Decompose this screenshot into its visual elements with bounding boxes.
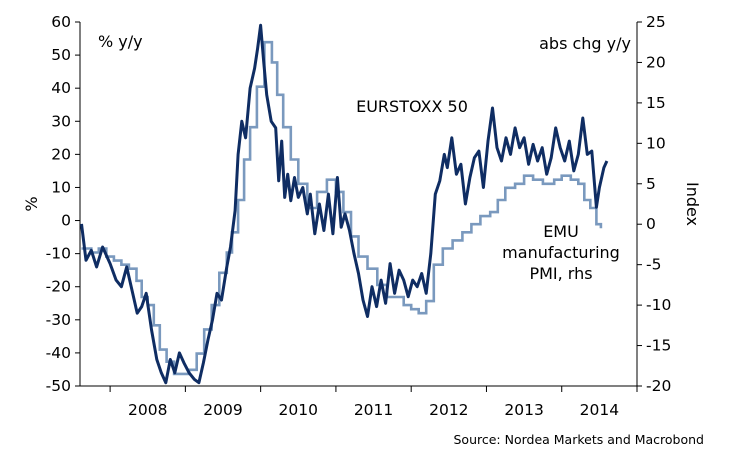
right-tick-label: 5 — [646, 175, 656, 193]
x-tick-label: 2008 — [128, 401, 167, 419]
right-tick-label: -10 — [646, 296, 671, 314]
left-tick-label: 40 — [51, 79, 71, 97]
left-tick-label: 0 — [61, 212, 71, 230]
x-tick-label: 2014 — [580, 401, 619, 419]
series-label-pmi: PMI, rhs — [529, 264, 592, 283]
x-tick-label: 2009 — [203, 401, 242, 419]
right-axis-title: Index — [683, 182, 702, 226]
left-tick-label: -20 — [46, 278, 71, 296]
right-tick-label: 10 — [646, 134, 666, 152]
left-tick-label: -40 — [46, 344, 71, 362]
x-tick-label: 2012 — [429, 401, 468, 419]
left-tick-label: -10 — [46, 245, 71, 263]
series-label-pmi: EMU — [543, 222, 579, 241]
left-tick-label: 20 — [51, 145, 71, 163]
left-tick-label: 30 — [51, 112, 71, 130]
left-axis-title: % — [22, 196, 41, 211]
series-label-eurostoxx: EURSTOXX 50 — [356, 97, 468, 116]
right-tick-label: 15 — [646, 94, 666, 112]
right-unit-note: abs chg y/y — [539, 34, 631, 53]
right-tick-label: -20 — [646, 377, 671, 395]
left-tick-label: -50 — [46, 377, 71, 395]
right-tick-label: 0 — [646, 215, 656, 233]
series-line-eurostoxx — [80, 23, 609, 385]
x-tick-label: 2011 — [354, 401, 393, 419]
x-tick-label: 2010 — [279, 401, 318, 419]
x-tick-label: 2013 — [504, 401, 543, 419]
right-tick-label: -15 — [646, 337, 671, 355]
left-unit-note: % y/y — [98, 32, 143, 51]
series-label-pmi: manufacturing — [502, 243, 620, 262]
right-tick-label: 25 — [646, 13, 666, 31]
left-tick-label: 50 — [51, 46, 71, 64]
right-tick-label: 20 — [646, 53, 666, 71]
series-line-pmi — [81, 40, 603, 376]
left-tick-label: -30 — [46, 311, 71, 329]
source-note: Source: Nordea Markets and Macrobond — [453, 432, 704, 447]
left-tick-label: 60 — [51, 13, 71, 31]
left-tick-label: 10 — [51, 178, 71, 196]
right-tick-label: -5 — [646, 256, 661, 274]
